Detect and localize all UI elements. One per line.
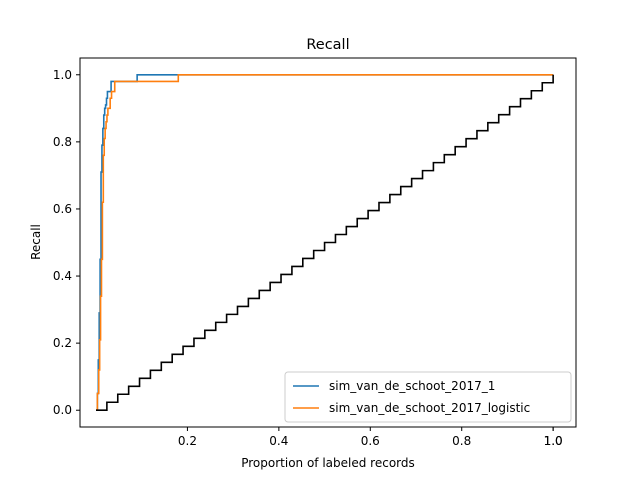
- x-tick-label: 0.6: [361, 434, 380, 448]
- legend-label: sim_van_de_schoot_2017_logistic: [329, 401, 530, 415]
- x-tick-label: 1.0: [544, 434, 563, 448]
- legend-box: [284, 371, 572, 423]
- series-line-random-baseline: [96, 74, 554, 412]
- y-tick-label: 0.0: [53, 403, 72, 417]
- plot-frame: [79, 57, 577, 428]
- y-tick-label: 1.0: [53, 68, 72, 82]
- legend-label: sim_van_de_schoot_2017_1: [329, 379, 495, 393]
- x-axis-label: Proportion of labeled records: [241, 456, 415, 470]
- series-layer: [96, 73, 554, 412]
- y-tick-label: 0.2: [53, 336, 72, 350]
- chart-title: Recall: [306, 37, 349, 53]
- y-tick-label: 0.6: [53, 202, 72, 216]
- series-line-sim-van-de-schoot-2017-logistic: [96, 73, 554, 412]
- y-axis-label: Recall: [29, 224, 43, 260]
- y-tick-label: 0.4: [53, 269, 72, 283]
- legend: sim_van_de_schoot_2017_1 sim_van_de_schoo…: [284, 371, 572, 423]
- x-axis-ticks: 0.2 0.4 0.6 0.8 1.01.0: [178, 427, 563, 448]
- x-tick-label: 0.2: [178, 434, 197, 448]
- y-tick-label: 0.8: [53, 135, 72, 149]
- x-tick-label: 1.0: [544, 434, 563, 448]
- y-axis-ticks: 0.0 0.2 0.4 0.6 0.8 1.0: [53, 68, 80, 417]
- x-tick-label: 0.4: [269, 434, 288, 448]
- x-tick-label: 0.8: [452, 434, 471, 448]
